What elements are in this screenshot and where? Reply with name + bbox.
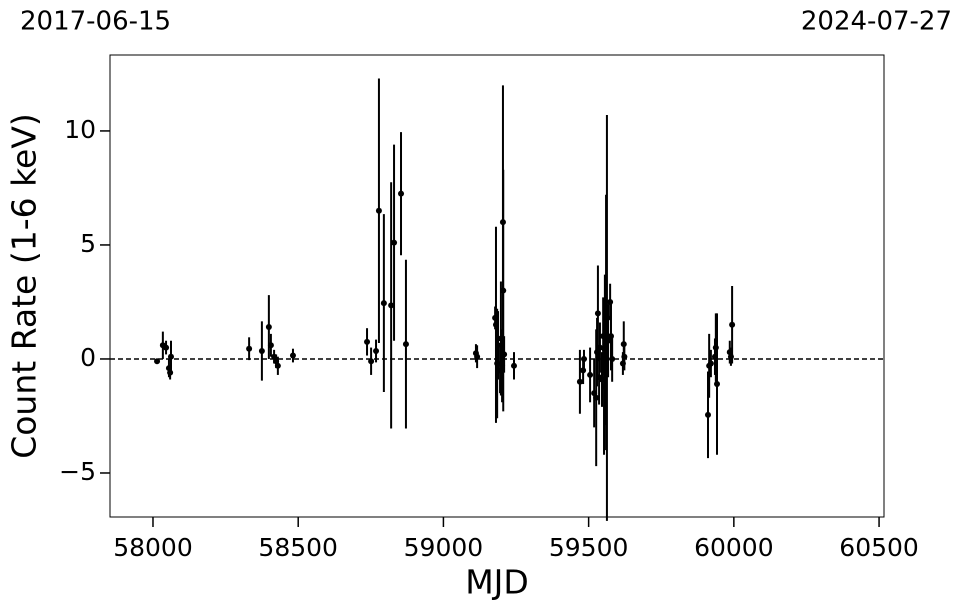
data-point <box>593 394 600 401</box>
data-point <box>605 337 612 344</box>
y-tick-label: −5 <box>59 457 96 486</box>
data-point <box>167 353 174 360</box>
data-point <box>501 351 508 358</box>
y-tick-label: 10 <box>64 115 96 144</box>
data-point <box>388 302 395 309</box>
data-point <box>609 355 616 362</box>
data-point <box>373 347 380 354</box>
y-tick-label: 0 <box>80 343 96 372</box>
data-point <box>729 321 736 328</box>
data-point <box>154 358 161 365</box>
x-axis-label: MJD <box>465 563 529 602</box>
data-point <box>364 338 371 345</box>
y-tick-label: 5 <box>80 229 96 258</box>
data-point <box>368 358 375 365</box>
data-point <box>258 347 265 354</box>
data-point <box>576 378 583 385</box>
x-tick-label: 60500 <box>839 533 919 562</box>
data-point <box>495 342 502 349</box>
x-tick-label: 58000 <box>113 533 193 562</box>
data-point <box>707 360 714 367</box>
data-point <box>265 324 272 331</box>
x-tick-label: 59000 <box>404 533 484 562</box>
data-point <box>587 371 594 378</box>
data-point <box>163 344 170 351</box>
data-point <box>500 287 507 294</box>
x-tick-label: 58500 <box>258 533 338 562</box>
data-point <box>380 300 387 307</box>
data-point <box>714 381 721 388</box>
data-point <box>274 362 281 369</box>
data-point <box>580 355 587 362</box>
x-tick-label: 60000 <box>694 533 774 562</box>
data-point <box>267 342 274 349</box>
data-point <box>375 207 382 214</box>
x-tick-label: 59500 <box>549 533 629 562</box>
data-point <box>474 353 481 360</box>
data-point <box>402 341 409 348</box>
data-point <box>704 411 711 418</box>
data-point <box>289 352 296 359</box>
start-date: 2017-06-15 <box>20 7 171 37</box>
end-date: 2024-07-27 <box>801 7 952 37</box>
y-axis-label: Count Rate (1-6 keV) <box>5 113 44 459</box>
data-point <box>398 190 405 197</box>
data-point <box>391 239 398 246</box>
plot-frame <box>109 54 885 518</box>
data-point <box>596 344 603 351</box>
data-point <box>594 310 601 317</box>
data-point <box>510 362 517 369</box>
data-point <box>621 353 628 360</box>
data-point <box>580 367 587 374</box>
data-point <box>246 345 253 352</box>
